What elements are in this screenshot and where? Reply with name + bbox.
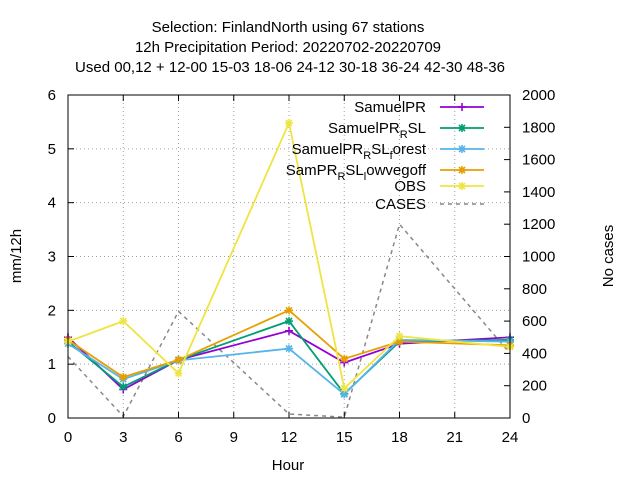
y-tick-label: 2 (48, 302, 56, 319)
y2-tick-label: 800 (522, 281, 547, 298)
x-axis-label: Hour (272, 457, 305, 474)
y-tick-label: 6 (48, 87, 56, 104)
series-point (285, 119, 293, 127)
legend-label: OBS (394, 178, 426, 195)
y2-tick-label: 1400 (522, 184, 555, 201)
y2-tick-label: 1000 (522, 249, 555, 266)
y2-tick-label: 2000 (522, 87, 555, 104)
y2-tick-label: 600 (522, 313, 547, 330)
y-tick-label: 3 (48, 249, 56, 266)
series-point (119, 383, 127, 391)
y-tick-label: 5 (48, 141, 56, 158)
series-point (119, 317, 127, 325)
series-point (285, 344, 293, 353)
chart-title: Selection: FinlandNorth using 67 station… (75, 19, 505, 76)
series-point (340, 355, 348, 363)
x-tick-label: 0 (64, 429, 72, 446)
series-point (174, 369, 183, 377)
legend-label: SamuelPRRSLforest (292, 141, 427, 162)
series-point (458, 124, 466, 132)
series-layer (64, 118, 514, 418)
series-point (340, 384, 348, 392)
y2-tick-label: 1800 (522, 119, 555, 136)
y2-tick-label: 200 (522, 378, 547, 395)
x-tick-label: 3 (119, 429, 127, 446)
x-tick-label: 18 (391, 429, 408, 446)
y2-tick-label: 1600 (522, 152, 555, 169)
title-line-2: 12h Precipitation Period: 20220702-20220… (135, 39, 441, 56)
legend-label: CASES (375, 196, 426, 213)
x-tick-label: 6 (174, 429, 182, 446)
title-line-3: Used 00,12 + 12-00 15-03 18-06 24-12 30-… (75, 59, 505, 76)
series-point (174, 356, 183, 364)
x-tick-label: 9 (230, 429, 238, 446)
series-point (458, 182, 466, 190)
y2-tick-label: 1200 (522, 216, 555, 233)
title-line-1: Selection: FinlandNorth using 67 station… (152, 19, 425, 36)
x-tick-label: 12 (281, 429, 298, 446)
series-point (340, 390, 348, 398)
x-tick-label: 24 (502, 429, 519, 446)
y-tick-label: 1 (48, 356, 56, 373)
legend: SamuelPR SamuelPRRSLSamuelPRRSLforestSamP… (286, 99, 484, 213)
series-point (285, 306, 293, 314)
series-point (395, 337, 404, 346)
y2-axis-label: No cases (600, 225, 617, 288)
y-tick-label: 0 (48, 410, 56, 427)
series-point (285, 317, 293, 325)
y-axis-label: mm/12h (8, 229, 25, 283)
x-tick-label: 21 (446, 429, 463, 446)
axis-ticks: 0 3 6 9 12 15 18 21 2401234560200400600800100012… (48, 87, 556, 446)
series-point (458, 166, 466, 174)
series-point (458, 145, 466, 153)
x-tick-label: 15 (336, 429, 353, 446)
y-tick-label: 4 (48, 195, 56, 212)
series-point (395, 332, 404, 340)
y2-tick-label: 0 (522, 410, 530, 427)
grid (68, 95, 510, 418)
legend-label: SamuelPR (354, 99, 426, 116)
series-point (119, 373, 127, 381)
y2-tick-label: 400 (522, 345, 547, 362)
legend-label: SamuelPRRSL (328, 120, 426, 141)
legend-label: SamPRRSLlowvegoff (286, 162, 427, 183)
